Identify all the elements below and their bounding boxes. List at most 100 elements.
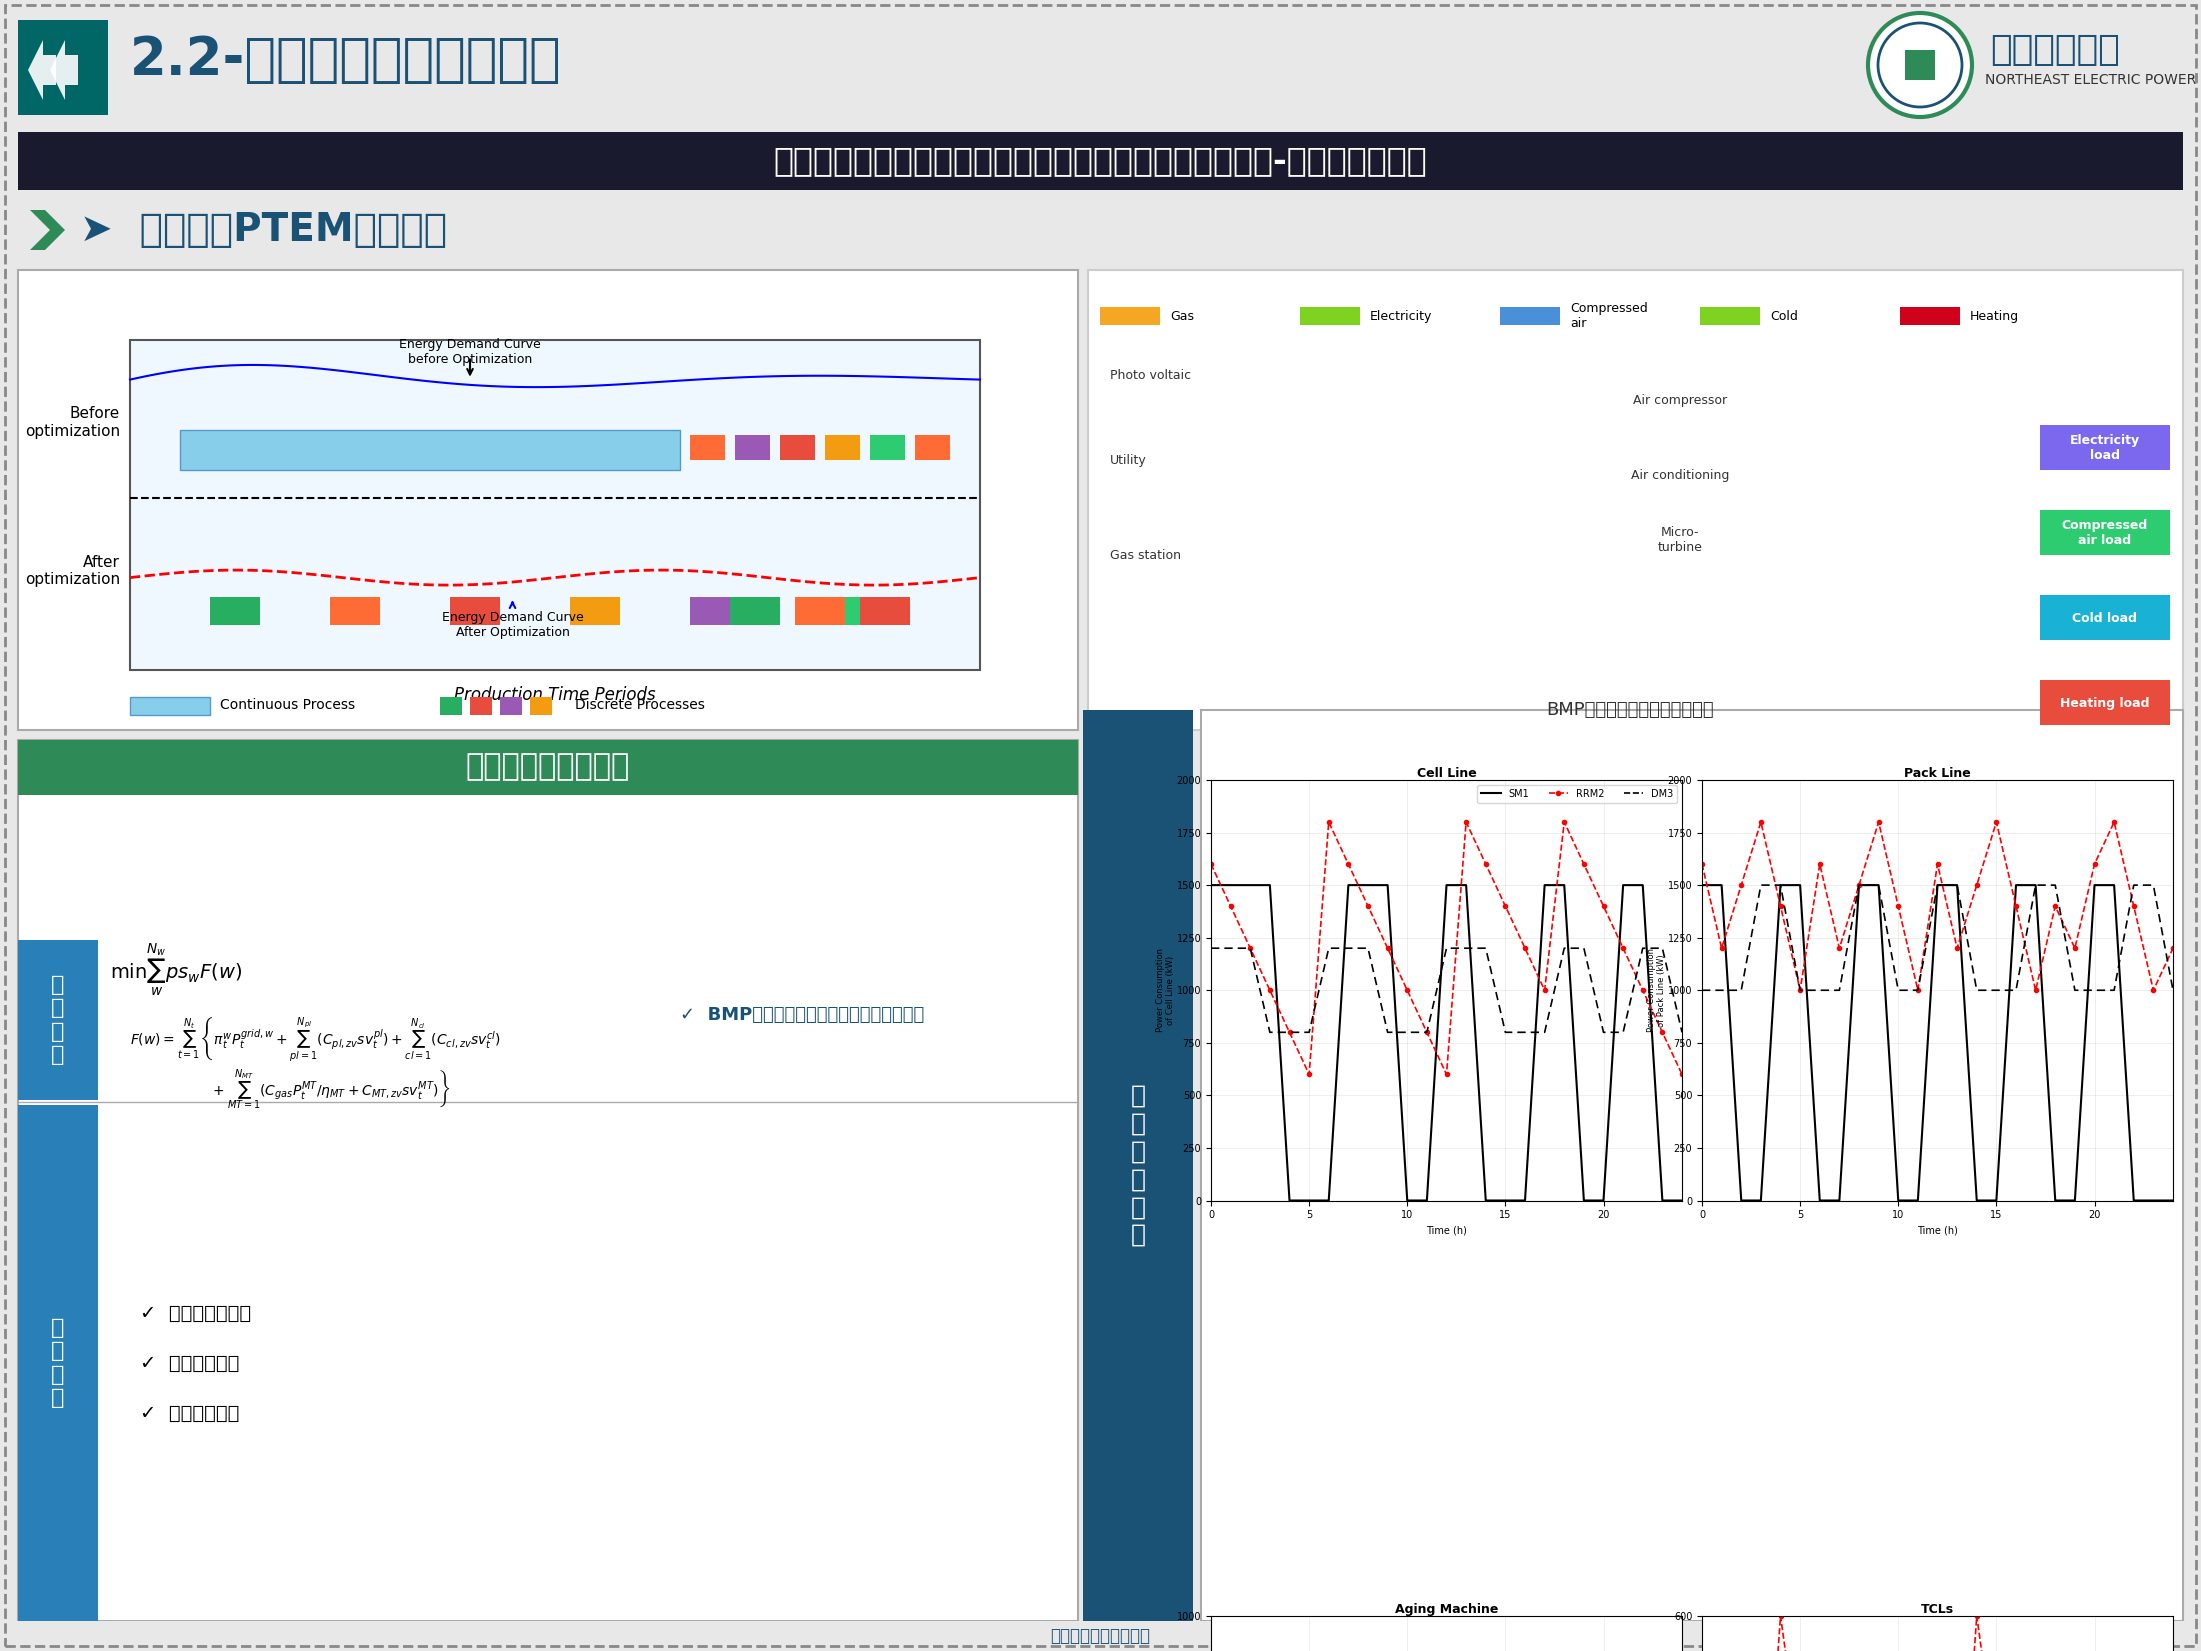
RRM2	[1413, 1022, 1439, 1042]
Bar	[1100, 307, 1160, 325]
RRM2	[2159, 938, 2186, 958]
RRM2	[1433, 1065, 1459, 1085]
Text: ✓  生产线运行约束: ✓ 生产线运行约束	[141, 1304, 251, 1322]
RRM2	[1393, 981, 1420, 1001]
Title: Aging Machine: Aging Machine	[1395, 1603, 1499, 1616]
RRM2	[1472, 854, 1499, 873]
Bar	[916, 436, 951, 461]
SM1	[1748, 1190, 1774, 1210]
Text: ✓  仓库状态约束: ✓ 仓库状态约束	[141, 1354, 240, 1372]
SM1	[1336, 875, 1362, 895]
SM1	[1866, 875, 1893, 895]
Text: Air compressor: Air compressor	[1633, 393, 1728, 406]
RRM2	[2120, 896, 2146, 916]
SM1	[1572, 1190, 1598, 1210]
DM3	[1197, 938, 1224, 958]
RRM2	[2023, 981, 2049, 1001]
Line: DM3: DM3	[1701, 885, 2172, 991]
Line: DM3: DM3	[1211, 948, 1682, 1032]
RRM2	[1373, 938, 1400, 958]
Bar	[1087, 271, 2183, 730]
Text: Photo voltaic: Photo voltaic	[1109, 368, 1191, 381]
Text: $\left. + \sum_{MT=1}^{N_{MT}} (C_{gas} P_t^{MT} / \eta_{MT} + C_{MT,zv} s v_t^{: $\left. + \sum_{MT=1}^{N_{MT}} (C_{gas} …	[209, 1068, 451, 1113]
Text: 约
束
条
件: 约 束 条 件	[51, 1317, 64, 1408]
DM3	[1591, 1022, 1618, 1042]
DM3	[1257, 1022, 1283, 1042]
Text: Energy Demand Curve
After Optimization: Energy Demand Curve After Optimization	[442, 611, 583, 639]
Bar	[500, 697, 522, 715]
DM3	[1296, 1022, 1323, 1042]
Title: Pack Line: Pack Line	[1904, 768, 1970, 779]
RRM2	[1728, 875, 1754, 895]
RRM2	[1453, 812, 1479, 832]
RRM2	[1708, 938, 1734, 958]
RRM2	[1197, 854, 1224, 873]
RRM2	[1668, 1065, 1695, 1085]
Text: $F(w) = \sum_{t=1}^{N_t} \left\{ \pi_t^w P_t^{grid,w} + \sum_{pl=1}^{N_{pl}} (C_: $F(w) = \sum_{t=1}^{N_t} \left\{ \pi_t^w…	[130, 1015, 502, 1063]
Text: Gas: Gas	[1171, 309, 1193, 322]
RRM2	[1512, 938, 1538, 958]
RRM2	[1847, 875, 1873, 895]
RRM2	[1807, 854, 1833, 873]
RRM2	[1904, 981, 1930, 1001]
DM3	[1512, 1022, 1538, 1042]
RRM2	[2003, 896, 2029, 916]
SM1	[1532, 875, 1558, 895]
RRM2	[1316, 812, 1343, 832]
Text: Continuous Process: Continuous Process	[220, 698, 354, 712]
DM3	[2082, 981, 2109, 1001]
RRM2	[1748, 812, 1774, 832]
DM3	[1453, 938, 1479, 958]
DM3	[1433, 938, 1459, 958]
RRM2	[1963, 875, 1990, 895]
Text: Cold load: Cold load	[2073, 611, 2137, 624]
X-axis label: Time (h): Time (h)	[1426, 1225, 1466, 1237]
Line: RRM2: RRM2	[1699, 821, 2175, 992]
RRM2	[2139, 981, 2166, 1001]
SM1	[1217, 875, 1244, 895]
SM1	[1904, 1190, 1930, 1210]
DM3	[1787, 981, 1814, 1001]
Bar	[1083, 710, 1193, 1621]
SM1	[2062, 1190, 2089, 1210]
DM3	[1983, 981, 2010, 1001]
Bar	[130, 340, 979, 670]
Bar	[795, 598, 845, 626]
Bar	[825, 436, 861, 461]
Bar	[1202, 710, 2183, 1621]
SM1	[1807, 1190, 1833, 1210]
Text: $\min \sum_{w}^{N_w} ps_w F(w)$: $\min \sum_{w}^{N_w} ps_w F(w)$	[110, 941, 242, 999]
Text: After
optimization: After optimization	[24, 555, 121, 588]
RRM2	[2082, 854, 2109, 873]
Bar	[869, 436, 905, 461]
RRM2	[1787, 981, 1814, 1001]
Bar	[731, 598, 779, 626]
Bar	[735, 436, 770, 461]
Bar	[810, 598, 861, 626]
RRM2	[1237, 938, 1263, 958]
DM3	[2003, 981, 2029, 1001]
Circle shape	[1869, 13, 1972, 117]
SM1	[1277, 1190, 1303, 1210]
SM1	[1728, 1190, 1754, 1210]
SM1	[1237, 875, 1263, 895]
SM1	[1767, 875, 1794, 895]
DM3	[1767, 875, 1794, 895]
DM3	[2102, 981, 2128, 1001]
Bar	[1699, 307, 1761, 325]
SM1	[2159, 1190, 2186, 1210]
RRM2	[1943, 938, 1970, 958]
DM3	[1472, 938, 1499, 958]
RRM2	[2062, 938, 2089, 958]
Text: Electricity: Electricity	[1369, 309, 1433, 322]
Bar	[689, 598, 740, 626]
SM1	[1591, 1190, 1618, 1210]
Bar	[180, 431, 680, 471]
Text: Air conditioning: Air conditioning	[1631, 469, 1730, 482]
SM1	[1629, 875, 1655, 895]
DM3	[2023, 875, 2049, 895]
SM1	[1847, 875, 1873, 895]
RRM2	[1884, 896, 1910, 916]
Bar	[330, 598, 381, 626]
DM3	[1373, 1022, 1400, 1042]
